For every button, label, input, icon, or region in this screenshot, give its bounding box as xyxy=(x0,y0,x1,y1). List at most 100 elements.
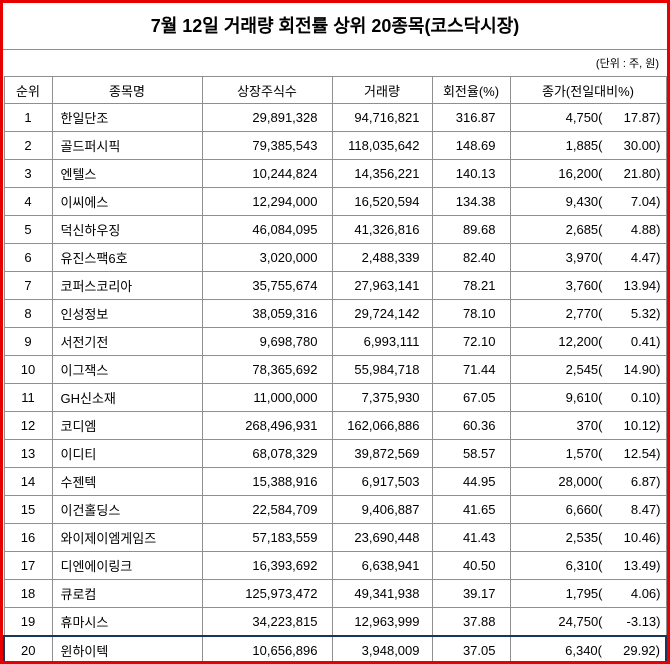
cell-close: 28,000(6.87) xyxy=(509,467,667,496)
cell-volume: 16,520,594 xyxy=(331,187,433,216)
close-price: 1,885( xyxy=(565,138,603,153)
close-price: 9,610( xyxy=(565,390,603,405)
cell-shares: 11,000,000 xyxy=(201,383,333,412)
cell-volume: 23,690,448 xyxy=(331,523,433,552)
cell-shares: 10,656,896 xyxy=(201,635,333,661)
table-row: 13 이디티 68,078,329 39,872,569 58.57 1,570(12.5… xyxy=(3,439,667,468)
page-title: 7월 12일 거래량 회전률 상위 20종목(코스닥시장) xyxy=(3,3,667,50)
cell-name: 한일단조 xyxy=(51,103,203,132)
cell-shares: 12,294,000 xyxy=(201,187,333,216)
cell-volume: 7,375,930 xyxy=(331,383,433,412)
cell-shares: 125,973,472 xyxy=(201,579,333,608)
close-change-pct: 14.90) xyxy=(623,362,661,377)
cell-name: 수젠텍 xyxy=(51,467,203,496)
cell-rank: 12 xyxy=(3,411,53,440)
cell-close: 1,885(30.00) xyxy=(509,131,667,160)
cell-rank: 15 xyxy=(3,495,53,524)
cell-rank: 10 xyxy=(3,355,53,384)
cell-turnover: 39.17 xyxy=(431,579,511,608)
cell-name: 이디티 xyxy=(51,439,203,468)
close-change-pct: 0.10) xyxy=(630,390,661,405)
table-row: 2 골드퍼시픽 79,385,543 118,035,642 148.69 1,885(3… xyxy=(3,131,667,160)
cell-close: 16,200(21.80) xyxy=(509,159,667,188)
cell-volume: 41,326,816 xyxy=(331,215,433,244)
cell-volume: 9,406,887 xyxy=(331,495,433,524)
close-change-pct: 4.06) xyxy=(630,586,661,601)
cell-name: 디엔에이링크 xyxy=(51,551,203,580)
col-header-volume: 거래량 xyxy=(331,76,433,104)
close-price: 2,770( xyxy=(565,306,603,321)
cell-close: 2,535(10.46) xyxy=(509,523,667,552)
cell-close: 3,760(13.94) xyxy=(509,271,667,300)
cell-close: 1,795(4.06) xyxy=(509,579,667,608)
cell-close: 4,750(17.87) xyxy=(509,103,667,132)
table-row: 19 휴마시스 34,223,815 12,963,999 37.88 24,750(-3… xyxy=(3,607,667,637)
close-change-pct: 5.32) xyxy=(630,306,661,321)
col-header-name: 종목명 xyxy=(51,76,203,104)
cell-turnover: 72.10 xyxy=(431,327,511,356)
cell-shares: 16,393,692 xyxy=(201,551,333,580)
cell-close: 6,340(29.92) xyxy=(509,635,667,661)
cell-volume: 39,872,569 xyxy=(331,439,433,468)
cell-turnover: 44.95 xyxy=(431,467,511,496)
close-change-pct: 8.47) xyxy=(630,502,661,517)
col-header-turnover: 회전율(%) xyxy=(431,76,511,104)
table-row: 14 수젠텍 15,388,916 6,917,503 44.95 28,000(6.87… xyxy=(3,467,667,496)
close-change-pct: 10.12) xyxy=(623,418,661,433)
close-change-pct: 12.54) xyxy=(623,446,661,461)
cell-volume: 6,638,941 xyxy=(331,551,433,580)
close-change-pct: 0.41) xyxy=(630,334,661,349)
close-change-pct: 13.49) xyxy=(623,558,661,573)
cell-turnover: 316.87 xyxy=(431,103,511,132)
unit-note: (단위 : 주, 원) xyxy=(595,58,659,70)
cell-turnover: 67.05 xyxy=(431,383,511,412)
cell-name: 코디엠 xyxy=(51,411,203,440)
close-price: 2,685( xyxy=(565,222,603,237)
cell-shares: 10,244,824 xyxy=(201,159,333,188)
table-row: 5 덕신하우징 46,084,095 41,326,816 89.68 2,685(4.8… xyxy=(3,215,667,244)
table-row: 15 이건홀딩스 22,584,709 9,406,887 41.65 6,660(8.4… xyxy=(3,495,667,524)
cell-shares: 29,891,328 xyxy=(201,103,333,132)
cell-rank: 13 xyxy=(3,439,53,468)
table-row: 9 서전기전 9,698,780 6,993,111 72.10 12,200(0.41) xyxy=(3,327,667,356)
cell-shares: 35,755,674 xyxy=(201,271,333,300)
cell-turnover: 41.65 xyxy=(431,495,511,524)
cell-shares: 46,084,095 xyxy=(201,215,333,244)
cell-name: 유진스팩6호 xyxy=(51,243,203,272)
cell-volume: 162,066,886 xyxy=(331,411,433,440)
cell-turnover: 140.13 xyxy=(431,159,511,188)
cell-turnover: 58.57 xyxy=(431,439,511,468)
cell-rank: 7 xyxy=(3,271,53,300)
cell-shares: 15,388,916 xyxy=(201,467,333,496)
cell-rank: 4 xyxy=(3,187,53,216)
close-price: 9,430( xyxy=(565,194,603,209)
close-price: 2,545( xyxy=(565,362,603,377)
close-change-pct: 17.87) xyxy=(623,110,661,125)
cell-name: 이그잭스 xyxy=(51,355,203,384)
cell-turnover: 134.38 xyxy=(431,187,511,216)
cell-volume: 27,963,141 xyxy=(331,271,433,300)
cell-turnover: 89.68 xyxy=(431,215,511,244)
col-header-shares: 상장주식수 xyxy=(201,76,333,104)
close-change-pct: 4.47) xyxy=(630,250,661,265)
cell-shares: 68,078,329 xyxy=(201,439,333,468)
table-row: 18 큐로컴 125,973,472 49,341,938 39.17 1,795(4.0… xyxy=(3,579,667,608)
cell-rank: 6 xyxy=(3,243,53,272)
cell-volume: 49,341,938 xyxy=(331,579,433,608)
cell-close: 24,750(-3.13) xyxy=(509,607,667,637)
cell-rank: 14 xyxy=(3,467,53,496)
cell-close: 2,770( 5.32) xyxy=(509,299,667,328)
cell-rank: 11 xyxy=(3,383,53,412)
close-change-pct: 21.80) xyxy=(623,166,661,181)
table-row: 12 코디엠 268,496,931 162,066,886 60.36 370(10.1… xyxy=(3,411,667,440)
cell-turnover: 40.50 xyxy=(431,551,511,580)
close-change-pct: 10.46) xyxy=(623,530,661,545)
table-row: 17 디엔에이링크 16,393,692 6,638,941 40.50 6,310(13… xyxy=(3,551,667,580)
close-price: 6,660( xyxy=(565,502,603,517)
cell-turnover: 78.21 xyxy=(431,271,511,300)
cell-turnover: 60.36 xyxy=(431,411,511,440)
cell-name: 코퍼스코리아 xyxy=(51,271,203,300)
cell-name: 이건홀딩스 xyxy=(51,495,203,524)
cell-volume: 29,724,142 xyxy=(331,299,433,328)
cell-turnover: 41.43 xyxy=(431,523,511,552)
